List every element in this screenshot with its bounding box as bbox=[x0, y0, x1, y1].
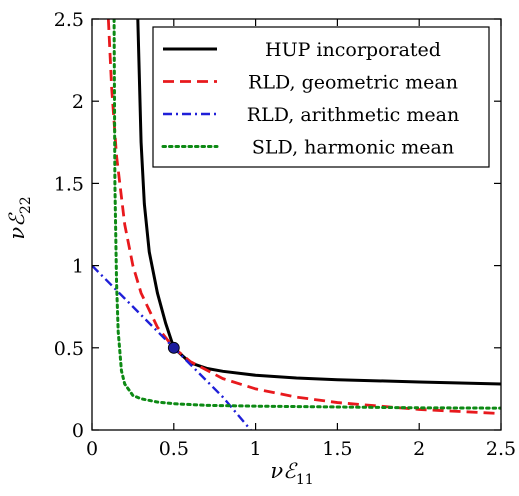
legend-label-1: HUP incorporated bbox=[265, 39, 441, 61]
x-tick-label: 2 bbox=[413, 438, 425, 460]
legend-label-4: SLD, harmonic mean bbox=[252, 137, 454, 159]
series-line-4 bbox=[112, 19, 501, 410]
tick-layer: 0 0.5 1 1.5 2 2.5 0 0.5 1 1.5 2 2.5 bbox=[54, 9, 516, 460]
legend-label-2: RLD, geometric mean bbox=[248, 72, 458, 94]
y-axis-label: νℰ22 bbox=[5, 196, 34, 239]
legend-label-3: RLD, arithmetic mean bbox=[247, 104, 459, 126]
x-axis-label: νℰ11 bbox=[270, 459, 313, 488]
y-tick-label: 2.5 bbox=[54, 9, 84, 31]
intersection-point bbox=[167, 341, 180, 354]
x-tick-label: 0 bbox=[86, 438, 98, 460]
y-tick-label: 1 bbox=[72, 256, 84, 278]
marker-layer bbox=[167, 341, 180, 354]
x-tick-label: 1.5 bbox=[322, 438, 352, 460]
y-tick-label: 0 bbox=[72, 420, 84, 442]
y-tick-label: 1.5 bbox=[54, 173, 84, 195]
y-tick-label: 0.5 bbox=[54, 338, 84, 360]
plot-frame bbox=[91, 18, 502, 431]
y-tick-label: 2 bbox=[72, 91, 84, 113]
x-tick-label: 1 bbox=[250, 438, 262, 460]
x-tick-label: 0.5 bbox=[159, 438, 189, 460]
legend: HUP incorporated RLD, geometric mean RLD, … bbox=[152, 26, 490, 168]
x-tick-label: 2.5 bbox=[486, 438, 516, 460]
